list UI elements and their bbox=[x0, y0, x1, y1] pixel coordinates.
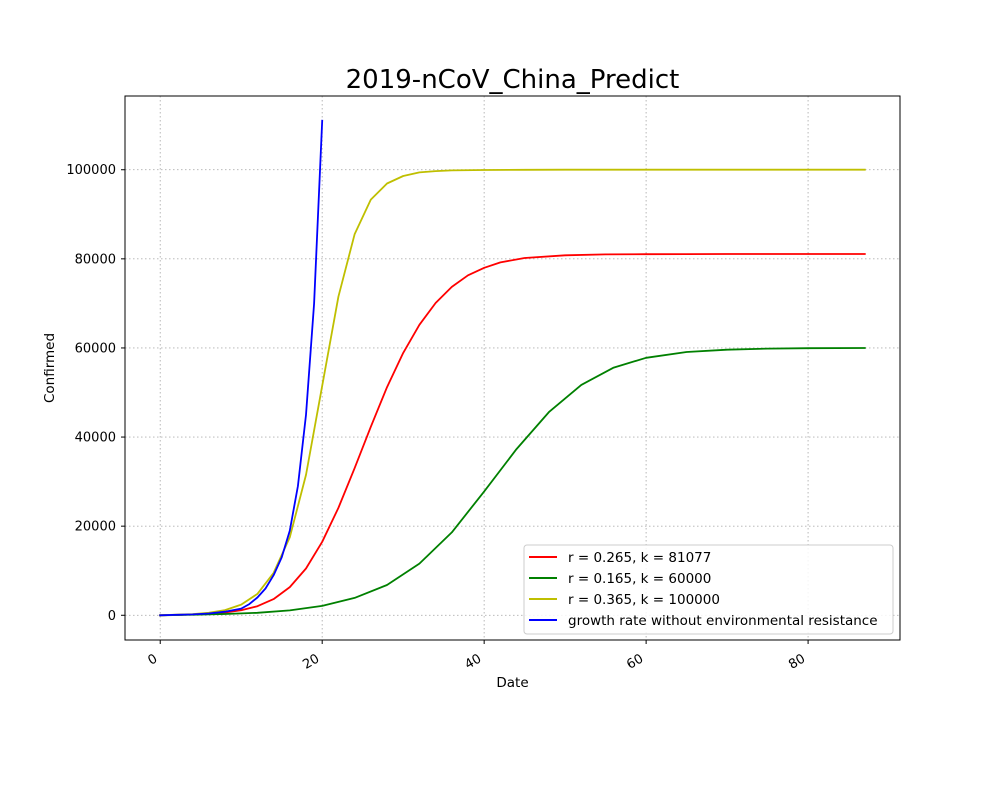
y-tick-label: 60000 bbox=[75, 341, 116, 356]
x-tick-label: 60 bbox=[624, 651, 646, 672]
legend-entry-1: r = 0.265, k = 81077 bbox=[568, 550, 711, 566]
series-line-4 bbox=[159, 119, 324, 617]
series-line-1 bbox=[159, 253, 866, 617]
y-tick-label: 20000 bbox=[75, 520, 116, 535]
legend-box bbox=[523, 544, 894, 635]
y-axis-label: Confirmed bbox=[42, 333, 58, 403]
y-tick-label: 0 bbox=[108, 609, 116, 624]
legend-entry-2: r = 0.165, k = 60000 bbox=[568, 571, 711, 587]
chart-title: 2019-nCoV_China_Predict bbox=[346, 65, 680, 95]
legend-entry-4: growth rate without environmental resist… bbox=[568, 613, 878, 629]
series-line-3 bbox=[159, 168, 866, 617]
y-tick-label: 100000 bbox=[66, 163, 116, 178]
x-tick-label: 80 bbox=[786, 651, 808, 672]
plot-area-frame bbox=[124, 95, 901, 641]
y-tick-label: 40000 bbox=[75, 431, 116, 446]
y-tick-label: 80000 bbox=[75, 252, 116, 267]
series-line-2 bbox=[159, 347, 866, 617]
series-layer bbox=[159, 119, 866, 617]
x-axis-label: Date bbox=[496, 675, 528, 691]
x-axis-ticks: 0 20 40 60 80 bbox=[146, 640, 809, 673]
x-tick-label: 40 bbox=[462, 651, 484, 672]
y-axis-ticks: 0 20000 40000 60000 80000 100000 bbox=[66, 163, 125, 624]
legend-entry-3: r = 0.365, k = 100000 bbox=[568, 592, 720, 608]
x-tick-label: 20 bbox=[300, 651, 322, 672]
legend: r = 0.265, k = 81077 r = 0.165, k = 60000… bbox=[523, 544, 894, 635]
